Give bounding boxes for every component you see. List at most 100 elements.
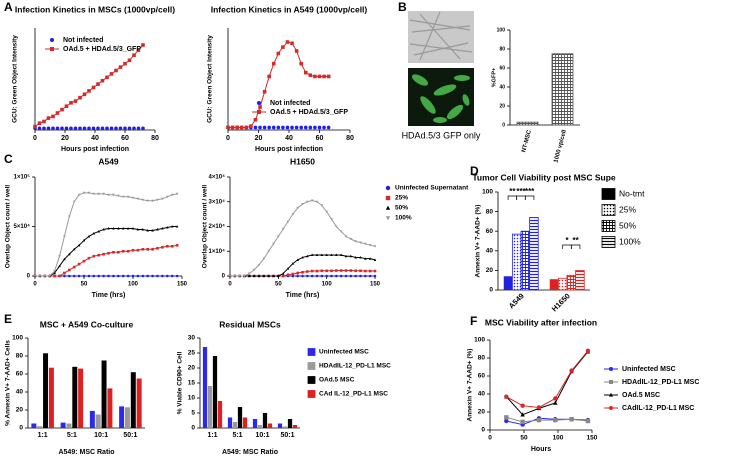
bar bbox=[43, 353, 49, 428]
x-tick-label: A549 bbox=[507, 291, 526, 310]
y-tick-label: 3×10⁴ bbox=[209, 199, 226, 205]
data-point bbox=[60, 107, 64, 112]
data-point bbox=[228, 274, 232, 278]
significance-label: *** bbox=[516, 187, 526, 196]
y-tick-label: 60 bbox=[16, 371, 24, 378]
bar bbox=[292, 425, 298, 428]
data-point bbox=[291, 262, 295, 265]
panel-label: F bbox=[470, 314, 477, 328]
legend-swatch bbox=[601, 204, 616, 216]
data-point bbox=[364, 274, 367, 278]
data-point bbox=[294, 125, 299, 130]
y-tick-label: 20 bbox=[188, 365, 196, 372]
data-point bbox=[156, 274, 159, 278]
data-point bbox=[46, 126, 51, 131]
data-point bbox=[364, 269, 367, 273]
bar bbox=[217, 401, 223, 428]
bar bbox=[95, 414, 101, 428]
data-point bbox=[68, 268, 71, 272]
significance-label: *** bbox=[525, 187, 535, 196]
data-point bbox=[315, 269, 319, 273]
data-point bbox=[112, 250, 115, 254]
data-point bbox=[114, 126, 118, 131]
data-point bbox=[117, 250, 120, 254]
data-point bbox=[136, 274, 140, 278]
data-point bbox=[296, 206, 299, 210]
significance-label: * bbox=[565, 236, 569, 245]
data-point bbox=[87, 234, 91, 238]
data-point bbox=[102, 252, 105, 256]
data-point bbox=[320, 269, 324, 273]
y-tick-label: 0 bbox=[191, 425, 195, 432]
data-point bbox=[92, 254, 96, 258]
data-point bbox=[161, 245, 164, 249]
x-tick-label: 5:1 bbox=[232, 432, 242, 439]
data-point bbox=[520, 419, 525, 425]
legend-marker bbox=[385, 195, 391, 201]
x-tick-label: 40 bbox=[285, 135, 293, 142]
data-point bbox=[504, 415, 509, 420]
legend-label: 50% bbox=[619, 220, 636, 230]
data-point bbox=[276, 51, 281, 56]
series-line bbox=[230, 199, 376, 277]
data-point bbox=[536, 417, 542, 423]
legend-swatch bbox=[601, 236, 616, 248]
data-point bbox=[238, 274, 241, 278]
data-point bbox=[68, 215, 71, 219]
data-point bbox=[175, 244, 179, 247]
bar bbox=[101, 360, 107, 428]
series-line bbox=[35, 192, 178, 277]
chart-title: MSC + A549 Co-culture bbox=[40, 319, 134, 329]
data-point bbox=[262, 257, 266, 261]
bar bbox=[227, 417, 233, 428]
data-point bbox=[141, 247, 145, 251]
legend-label: OAd.5 MSC bbox=[622, 392, 660, 399]
data-point bbox=[126, 249, 130, 253]
data-point bbox=[285, 40, 290, 44]
y-tick-label: 100 bbox=[474, 337, 485, 344]
data-point bbox=[141, 198, 145, 202]
y-tick-label: 20 bbox=[16, 407, 24, 414]
data-point bbox=[64, 104, 69, 108]
data-point bbox=[126, 274, 130, 278]
data-point bbox=[281, 272, 285, 275]
data-point bbox=[136, 228, 140, 231]
bar bbox=[66, 423, 72, 428]
legend-marker bbox=[50, 38, 54, 42]
data-point bbox=[226, 125, 230, 130]
data-point bbox=[166, 226, 169, 229]
bar bbox=[237, 407, 243, 428]
data-point bbox=[127, 58, 132, 63]
data-point bbox=[267, 250, 270, 253]
x-tick-label: 0 bbox=[488, 435, 492, 442]
data-point bbox=[373, 245, 377, 248]
significance-label: ** bbox=[573, 236, 580, 245]
image-caption: HDAd.5/3 GFP only bbox=[402, 130, 481, 140]
data-point bbox=[299, 125, 304, 130]
bar bbox=[557, 277, 568, 291]
data-point bbox=[359, 256, 362, 259]
data-point bbox=[536, 405, 542, 410]
data-point bbox=[175, 274, 179, 278]
data-point bbox=[170, 274, 174, 278]
data-point bbox=[349, 254, 353, 258]
data-point bbox=[359, 269, 362, 273]
legend-swatch bbox=[307, 376, 316, 384]
gfp-cells bbox=[411, 74, 470, 123]
data-point bbox=[301, 274, 304, 278]
bar bbox=[287, 419, 293, 428]
data-point bbox=[504, 418, 509, 424]
y-axis-label: %GFP+ bbox=[491, 68, 497, 87]
data-point bbox=[330, 218, 333, 221]
x-tick-label: 0 bbox=[33, 282, 37, 288]
data-point bbox=[136, 197, 140, 201]
chart-title: Infection Kinetics in MSCs (1000vp/cell) bbox=[15, 4, 175, 14]
data-point bbox=[136, 48, 141, 52]
data-point bbox=[359, 241, 362, 245]
data-point bbox=[368, 244, 372, 247]
data-point bbox=[267, 74, 271, 79]
data-point bbox=[281, 227, 285, 231]
data-point bbox=[123, 61, 127, 66]
bar bbox=[516, 121, 539, 126]
significance-label: ** bbox=[509, 187, 516, 196]
